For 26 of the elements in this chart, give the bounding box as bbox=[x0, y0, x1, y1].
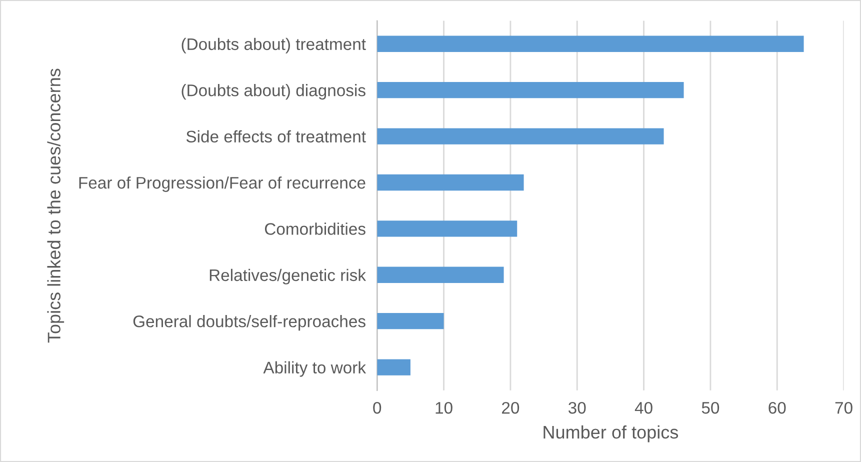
x-tick-label: 40 bbox=[634, 402, 652, 414]
bar bbox=[377, 82, 684, 98]
x-tick-label: 70 bbox=[835, 402, 852, 414]
bar bbox=[377, 266, 504, 283]
y-tick-label: General doubts/self-reproaches bbox=[133, 315, 366, 331]
bar bbox=[377, 128, 664, 144]
x-tick-label: 0 bbox=[373, 402, 382, 414]
y-tick-label: (Doubts about) treatment bbox=[182, 38, 366, 54]
y-tick-label: (Doubts about) diagnosis bbox=[182, 84, 366, 100]
bar bbox=[377, 174, 524, 191]
y-tick-label: Relatives/genetic risk bbox=[210, 268, 366, 284]
bar bbox=[377, 220, 518, 237]
bar bbox=[377, 36, 804, 52]
y-tick-label: Comorbidities bbox=[264, 222, 366, 235]
bar bbox=[377, 313, 444, 330]
y-tick-label: Fear of Progression/Fear of recurrence bbox=[79, 176, 366, 192]
x-axis-title: Number of topics bbox=[544, 425, 678, 442]
y-tick-label: Side effects of treatment bbox=[186, 130, 366, 142]
x-tick-label: 20 bbox=[502, 402, 520, 414]
bar bbox=[377, 359, 410, 376]
y-tick-label: Ability to work bbox=[263, 361, 366, 377]
y-axis-title: Topics linked to the cues/concerns bbox=[47, 68, 64, 343]
x-tick-label: 30 bbox=[568, 402, 586, 414]
x-tick-label: 60 bbox=[768, 402, 786, 414]
x-tick-label: 10 bbox=[436, 402, 452, 414]
x-tick-label: 50 bbox=[702, 402, 720, 414]
